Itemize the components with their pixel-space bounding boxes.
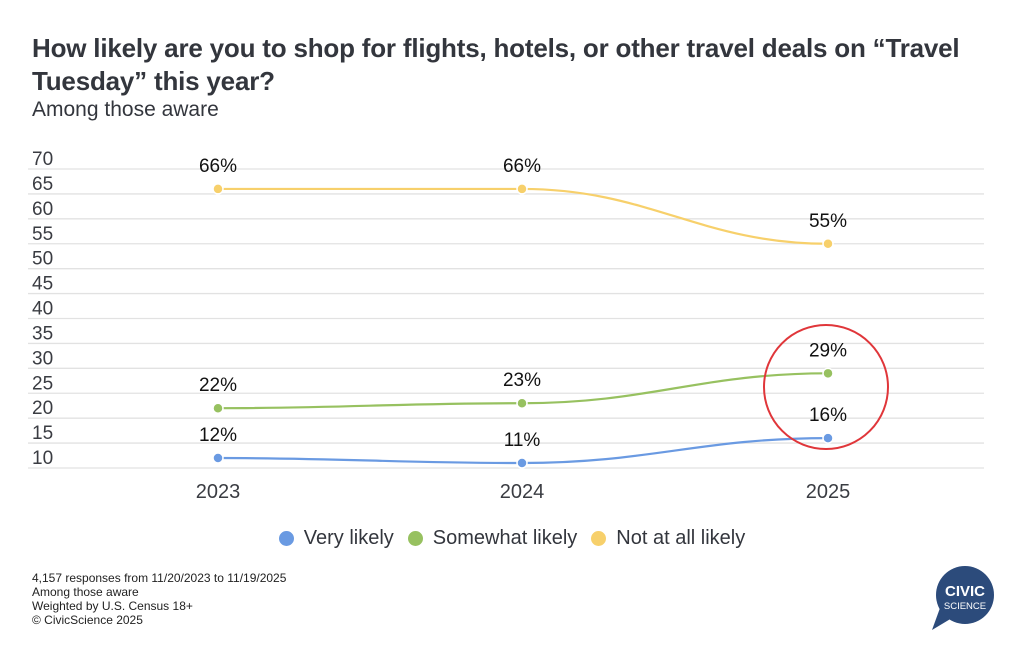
x-tick-label: 2023 xyxy=(196,481,241,503)
y-tick-label: 60 xyxy=(32,199,53,220)
data-point[interactable] xyxy=(516,457,528,469)
chart-subtitle: Among those aware xyxy=(32,98,219,121)
data-point[interactable] xyxy=(822,238,834,250)
y-tick-label: 30 xyxy=(32,348,53,369)
legend-item-very-likely[interactable]: Very likely xyxy=(278,527,394,550)
x-axis-ticks: 2023 2024 2025 xyxy=(196,481,851,503)
legend-dot-icon xyxy=(591,531,607,546)
series-lines xyxy=(212,183,834,469)
legend-label: Not at all likely xyxy=(616,527,746,549)
data-point[interactable] xyxy=(212,452,224,464)
data-labels: 12% 11% 16% 22% 23% 29% 66% 66% 55% xyxy=(199,156,847,451)
data-label: 66% xyxy=(503,156,541,177)
data-point[interactable] xyxy=(822,367,834,380)
footnote-responses: 4,157 responses from 11/20/2023 to 11/19… xyxy=(32,571,287,585)
legend: Very likely Somewhat likely Not at all l… xyxy=(0,527,1024,550)
footnotes: 4,157 responses from 11/20/2023 to 11/19… xyxy=(32,571,286,627)
data-label: 11% xyxy=(504,430,541,451)
y-tick-label: 55 xyxy=(32,224,53,245)
footnote-weighting: Weighted by U.S. Census 18+ xyxy=(32,599,193,613)
y-axis-ticks: 70 65 60 55 50 45 40 35 30 25 20 15 10 xyxy=(32,149,53,469)
x-tick-label: 2024 xyxy=(500,481,545,503)
data-point[interactable] xyxy=(212,183,224,195)
data-point[interactable] xyxy=(822,432,834,444)
legend-label: Very likely xyxy=(303,527,394,549)
legend-dot-icon xyxy=(407,531,423,546)
data-label: 29% xyxy=(809,340,847,361)
data-label: 23% xyxy=(503,370,541,391)
highlight-circle xyxy=(763,324,889,450)
legend-item-not-at-all-likely[interactable]: Not at all likely xyxy=(591,527,745,550)
y-tick-label: 20 xyxy=(32,398,53,419)
y-tick-label: 25 xyxy=(32,373,53,394)
x-tick-label: 2025 xyxy=(806,481,851,503)
data-label: 22% xyxy=(199,375,237,396)
footnote-population: Among those aware xyxy=(32,585,139,599)
legend-label: Somewhat likely xyxy=(432,527,578,549)
logo-line2: SCIENCE xyxy=(944,601,986,612)
data-label: 66% xyxy=(199,156,237,177)
logo-line1: CIVIC xyxy=(945,583,985,600)
y-tick-label: 35 xyxy=(32,323,53,344)
data-label: 16% xyxy=(809,405,847,426)
data-point[interactable] xyxy=(516,397,528,409)
data-point[interactable] xyxy=(212,402,224,414)
y-tick-label: 40 xyxy=(32,299,53,320)
y-tick-label: 15 xyxy=(32,423,53,444)
civicscience-logo: CIVIC SCIENCE xyxy=(932,566,994,630)
data-point[interactable] xyxy=(516,183,528,195)
y-tick-label: 65 xyxy=(32,174,53,195)
legend-dot-icon xyxy=(278,531,294,546)
chart-title: How likely are you to shop for flights, … xyxy=(32,33,960,96)
footnote-copyright: © CivicScience 2025 xyxy=(32,613,143,627)
y-tick-label: 10 xyxy=(32,448,53,469)
y-tick-label: 45 xyxy=(32,274,53,295)
legend-item-somewhat-likely[interactable]: Somewhat likely xyxy=(407,527,578,550)
y-tick-label: 70 xyxy=(32,149,53,170)
series-line-not-at-all-likely xyxy=(217,187,829,245)
data-label: 12% xyxy=(199,425,237,446)
gridlines xyxy=(28,168,984,469)
data-label: 55% xyxy=(809,211,847,232)
y-tick-label: 50 xyxy=(32,249,53,270)
